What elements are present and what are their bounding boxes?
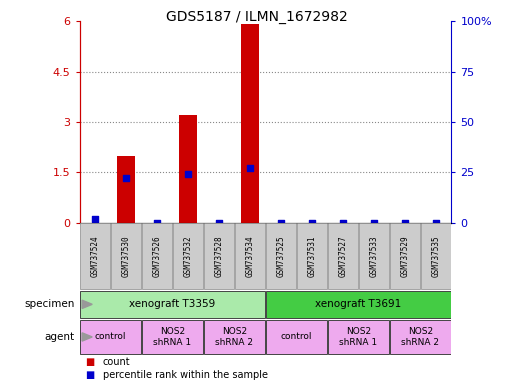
Bar xyxy=(117,156,134,223)
Text: GSM737524: GSM737524 xyxy=(90,235,100,277)
Text: GSM737531: GSM737531 xyxy=(307,235,317,277)
Text: GSM737530: GSM737530 xyxy=(122,235,130,277)
Point xyxy=(370,220,378,226)
Text: GSM737528: GSM737528 xyxy=(214,235,224,277)
FancyBboxPatch shape xyxy=(421,223,451,289)
Text: xenograft T3359: xenograft T3359 xyxy=(129,299,215,310)
FancyBboxPatch shape xyxy=(173,223,203,289)
Point xyxy=(401,220,409,226)
Point xyxy=(246,165,254,171)
FancyBboxPatch shape xyxy=(297,223,327,289)
FancyBboxPatch shape xyxy=(235,223,265,289)
FancyBboxPatch shape xyxy=(328,223,358,289)
Text: GSM737532: GSM737532 xyxy=(184,235,192,277)
Text: count: count xyxy=(103,358,130,367)
FancyBboxPatch shape xyxy=(111,223,141,289)
Text: specimen: specimen xyxy=(24,299,74,310)
Point xyxy=(184,171,192,177)
FancyBboxPatch shape xyxy=(359,223,389,289)
FancyBboxPatch shape xyxy=(266,223,296,289)
FancyBboxPatch shape xyxy=(80,291,265,318)
Point xyxy=(122,175,130,182)
Text: NOS2
shRNA 1: NOS2 shRNA 1 xyxy=(340,327,378,347)
FancyBboxPatch shape xyxy=(80,223,110,289)
Bar xyxy=(242,25,259,223)
Text: GDS5187 / ILMN_1672982: GDS5187 / ILMN_1672982 xyxy=(166,10,347,23)
Point xyxy=(277,220,285,226)
FancyBboxPatch shape xyxy=(80,320,141,354)
FancyBboxPatch shape xyxy=(328,320,389,354)
FancyBboxPatch shape xyxy=(142,223,172,289)
Text: GSM737529: GSM737529 xyxy=(401,235,409,277)
Text: NOS2
shRNA 2: NOS2 shRNA 2 xyxy=(402,327,440,347)
Text: control: control xyxy=(95,333,126,341)
Text: agent: agent xyxy=(44,332,74,342)
FancyBboxPatch shape xyxy=(390,223,420,289)
FancyBboxPatch shape xyxy=(266,320,327,354)
FancyBboxPatch shape xyxy=(266,291,451,318)
Bar xyxy=(180,115,196,223)
Text: GSM737535: GSM737535 xyxy=(431,235,441,277)
Text: NOS2
shRNA 2: NOS2 shRNA 2 xyxy=(215,327,253,347)
Text: GSM737525: GSM737525 xyxy=(277,235,285,277)
Text: ■: ■ xyxy=(85,358,94,367)
Point xyxy=(432,220,440,226)
Text: NOS2
shRNA 1: NOS2 shRNA 1 xyxy=(153,327,191,347)
Text: GSM737526: GSM737526 xyxy=(152,235,162,277)
Text: percentile rank within the sample: percentile rank within the sample xyxy=(103,370,268,381)
Point xyxy=(215,220,223,226)
Text: xenograft T3691: xenograft T3691 xyxy=(315,299,402,310)
Point xyxy=(308,220,316,226)
Text: ■: ■ xyxy=(85,370,94,381)
Text: GSM737533: GSM737533 xyxy=(369,235,379,277)
FancyBboxPatch shape xyxy=(204,320,265,354)
FancyBboxPatch shape xyxy=(204,223,234,289)
Point xyxy=(339,220,347,226)
Text: GSM737534: GSM737534 xyxy=(246,235,254,277)
Text: GSM737527: GSM737527 xyxy=(339,235,347,277)
Point xyxy=(153,220,161,226)
Point xyxy=(91,216,99,222)
FancyBboxPatch shape xyxy=(142,320,203,354)
Text: control: control xyxy=(281,333,312,341)
FancyBboxPatch shape xyxy=(390,320,451,354)
